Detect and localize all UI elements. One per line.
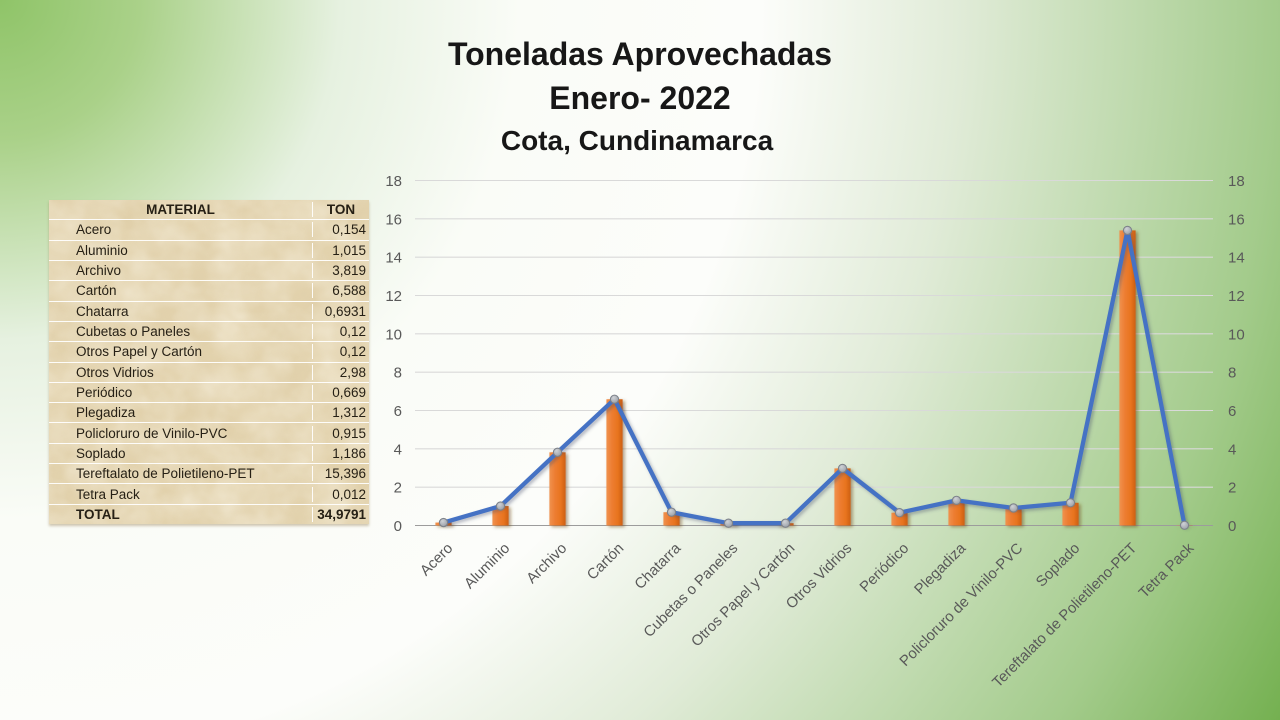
svg-text:12: 12 (385, 288, 402, 305)
svg-text:Cartón: Cartón (584, 541, 627, 584)
svg-text:4: 4 (1228, 441, 1236, 458)
svg-text:12: 12 (1228, 288, 1245, 305)
svg-text:14: 14 (385, 250, 402, 267)
svg-text:6: 6 (394, 403, 402, 420)
svg-text:16: 16 (1228, 211, 1245, 228)
svg-text:Archivo: Archivo (524, 541, 570, 587)
svg-text:8: 8 (394, 365, 402, 382)
svg-text:Tetra Pack: Tetra Pack (1136, 540, 1197, 601)
svg-text:10: 10 (1228, 326, 1245, 343)
svg-text:Periódico: Periódico (857, 541, 912, 596)
svg-text:Acero: Acero (418, 541, 457, 580)
svg-text:18: 18 (1228, 173, 1245, 190)
svg-text:18: 18 (385, 173, 402, 190)
svg-text:Plegadiza: Plegadiza (912, 540, 970, 598)
svg-text:Aluminio: Aluminio (462, 541, 514, 593)
svg-text:10: 10 (385, 326, 402, 343)
svg-text:Policloruro de Vinilo-PVC: Policloruro de Vinilo-PVC (897, 540, 1027, 670)
svg-text:Soplado: Soplado (1033, 541, 1083, 591)
svg-text:0: 0 (1228, 518, 1236, 535)
svg-text:2: 2 (394, 480, 402, 497)
svg-text:0: 0 (394, 518, 402, 535)
svg-text:16: 16 (385, 211, 402, 228)
svg-text:Chatarra: Chatarra (632, 540, 685, 593)
svg-text:6: 6 (1228, 403, 1236, 420)
svg-text:14: 14 (1228, 250, 1245, 267)
svg-text:4: 4 (394, 441, 402, 458)
svg-text:Cubetas o Paneles: Cubetas o Paneles (641, 541, 741, 641)
svg-text:Otros Papel y Cartón: Otros Papel y Cartón (689, 541, 799, 651)
svg-text:2: 2 (1228, 480, 1236, 497)
svg-text:8: 8 (1228, 365, 1236, 382)
